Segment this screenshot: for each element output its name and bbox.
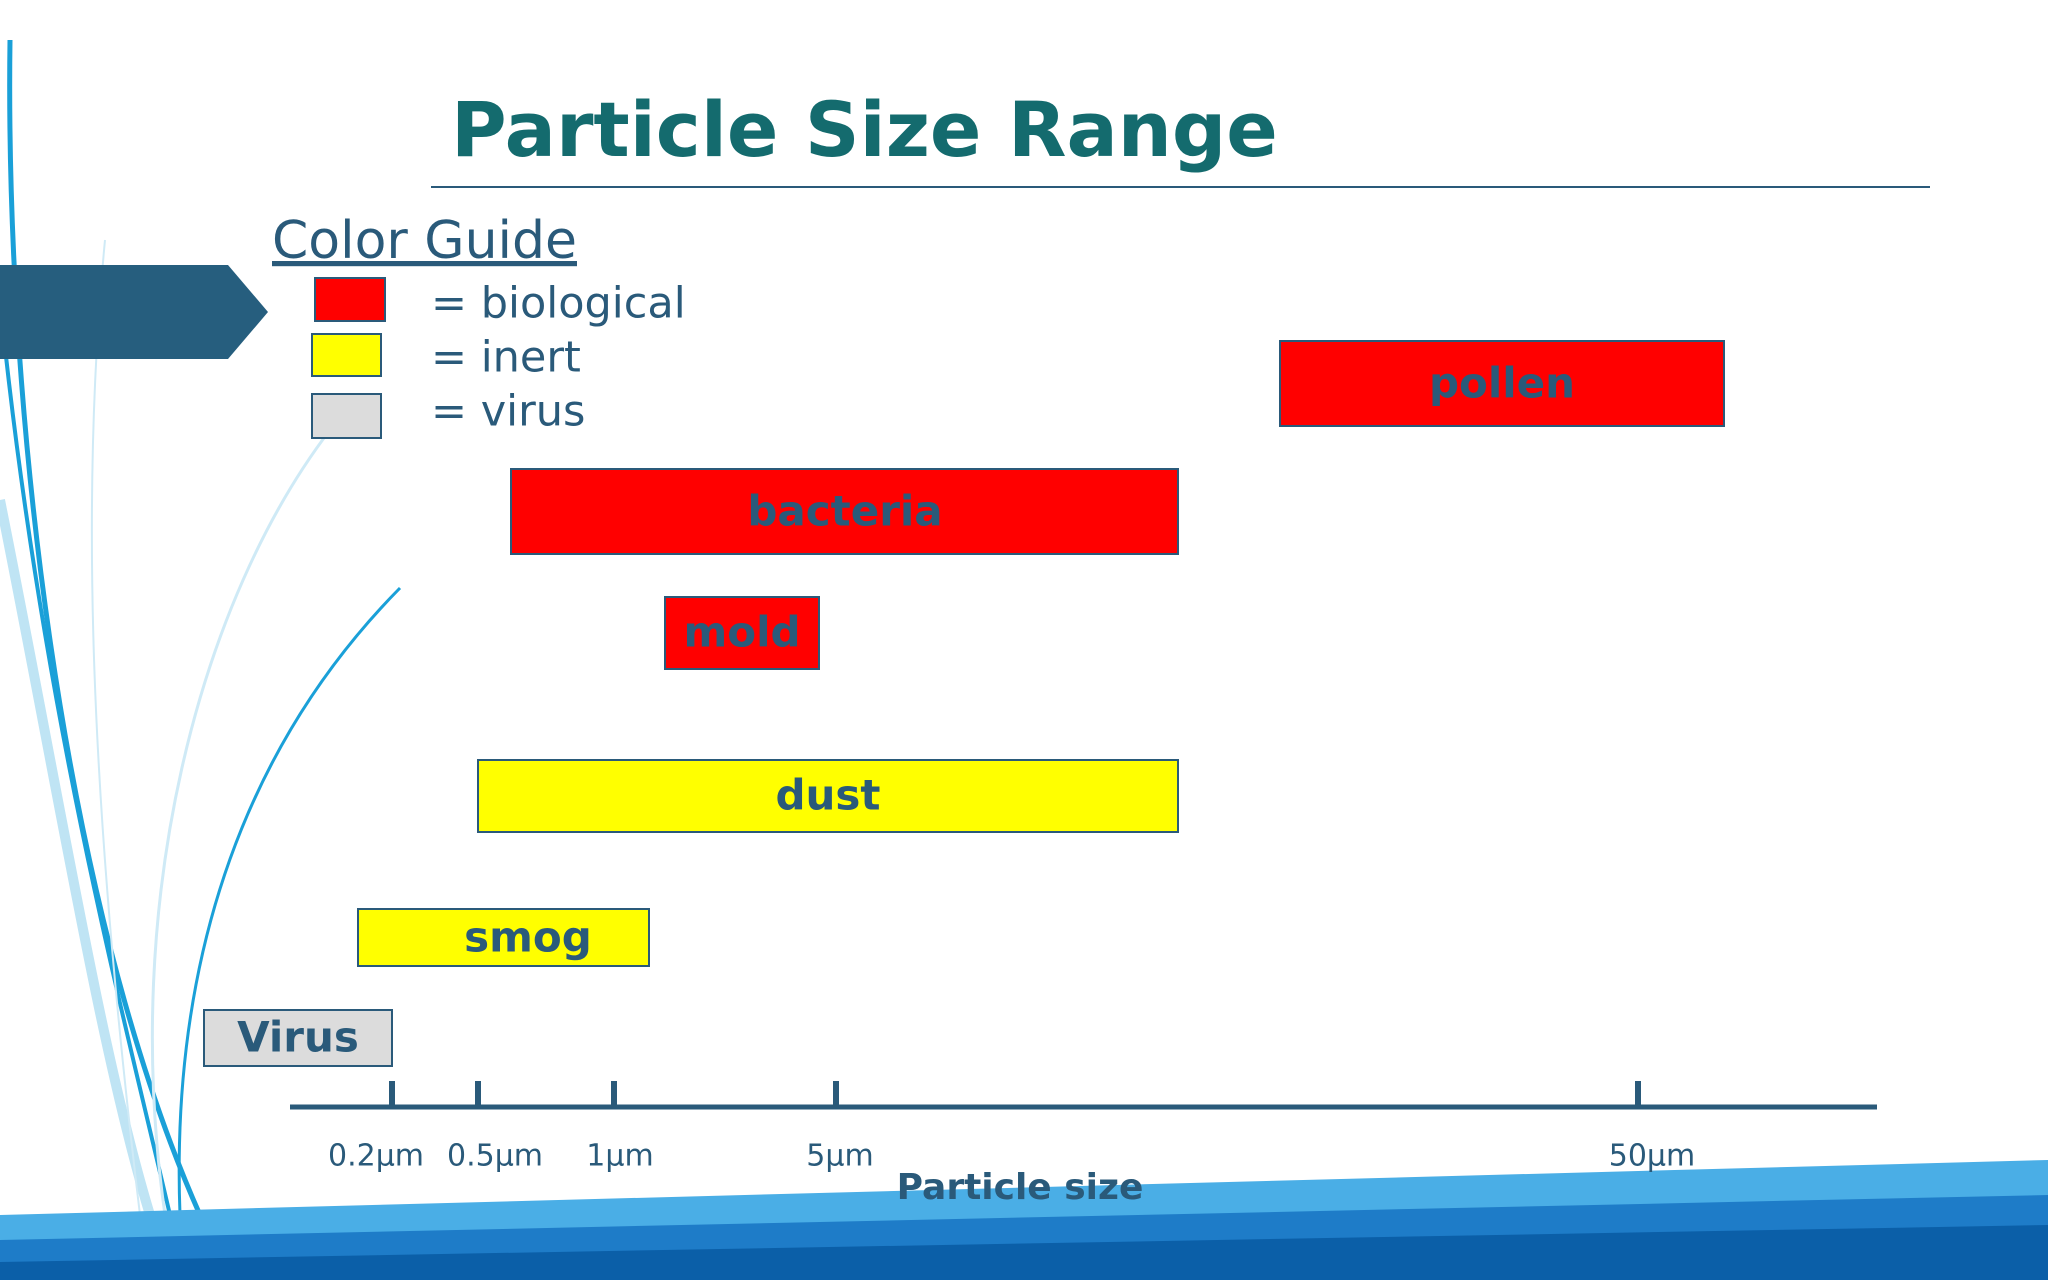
tick-label: 0.2µm <box>328 1139 424 1174</box>
legend-swatch <box>311 393 382 439</box>
bar-label: smog <box>464 913 592 962</box>
bar-label: mold <box>683 608 800 657</box>
range-bar <box>664 596 820 670</box>
legend-title: Color Guide <box>272 211 577 271</box>
tick-label: 0.5µm <box>447 1139 543 1174</box>
tick-label: 5µm <box>806 1139 873 1174</box>
range-bar <box>510 468 1179 555</box>
range-bar <box>357 908 650 967</box>
axis-title: Particle size <box>897 1167 1144 1208</box>
tick-label: 50µm <box>1609 1139 1695 1174</box>
legend-swatch <box>314 277 386 322</box>
tick-label: 1µm <box>586 1139 653 1174</box>
bar-label: bacteria <box>747 487 942 536</box>
legend-label: = inert <box>431 333 581 383</box>
range-bar <box>477 759 1179 833</box>
range-bar <box>203 1009 393 1067</box>
legend-swatch <box>311 333 382 377</box>
legend-label: = biological <box>431 279 686 329</box>
bar-label: pollen <box>1429 359 1575 408</box>
range-bar <box>1279 340 1725 427</box>
bar-label: Virus <box>237 1013 359 1062</box>
bar-label: dust <box>775 771 880 820</box>
legend-label: = virus <box>431 387 585 437</box>
arrow-tab <box>0 265 268 359</box>
tick-marks <box>389 1081 1641 1107</box>
title: Particle Size Range <box>451 85 1278 174</box>
bottom-band <box>0 1225 2048 1280</box>
